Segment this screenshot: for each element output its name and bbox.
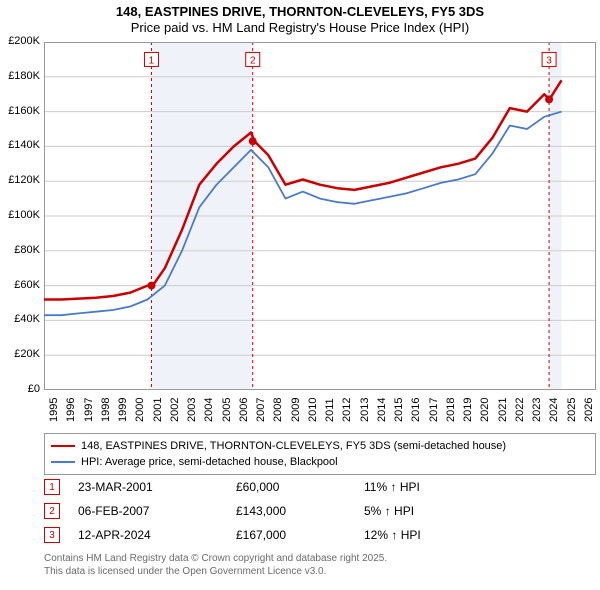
x-tick-label: 2008 — [272, 398, 284, 422]
legend-swatch — [51, 461, 75, 463]
svg-text:3: 3 — [546, 55, 552, 66]
x-tick-label: 2017 — [428, 398, 440, 422]
legend-item: HPI: Average price, semi-detached house,… — [51, 454, 589, 470]
attribution-text: Contains HM Land Registry data © Crown c… — [44, 552, 387, 578]
y-tick-label: £60K — [0, 279, 40, 291]
attribution-line: This data is licensed under the Open Gov… — [44, 565, 387, 578]
chart-title: 148, EASTPINES DRIVE, THORNTON-CLEVELEYS… — [0, 0, 600, 37]
title-line-1: 148, EASTPINES DRIVE, THORNTON-CLEVELEYS… — [0, 4, 600, 20]
txn-delta: 11% ↑ HPI — [364, 480, 484, 494]
txn-date: 12-APR-2024 — [78, 528, 218, 542]
x-tick-label: 2009 — [290, 398, 302, 422]
txn-price: £60,000 — [236, 480, 346, 494]
legend-item: 148, EASTPINES DRIVE, THORNTON-CLEVELEYS… — [51, 438, 589, 454]
x-tick-label: 2021 — [497, 398, 509, 422]
arrow-up-icon: ↑ — [385, 504, 391, 518]
x-tick-label: 2023 — [531, 398, 543, 422]
x-tick-label: 2024 — [548, 398, 560, 422]
x-tick-label: 2020 — [479, 398, 491, 422]
table-row: 3 12-APR-2024 £167,000 12% ↑ HPI — [44, 523, 596, 547]
y-tick-label: £180K — [0, 70, 40, 82]
legend: 148, EASTPINES DRIVE, THORNTON-CLEVELEYS… — [44, 433, 596, 475]
y-tick-label: £140K — [0, 139, 40, 151]
svg-text:1: 1 — [149, 55, 155, 66]
txn-badge: 1 — [44, 479, 60, 495]
x-tick-label: 2001 — [152, 398, 164, 422]
x-tick-label: 2022 — [514, 398, 526, 422]
svg-text:2: 2 — [250, 55, 256, 66]
x-tick-label: 2003 — [186, 398, 198, 422]
legend-label: HPI: Average price, semi-detached house,… — [81, 456, 338, 468]
x-tick-label: 2026 — [583, 398, 595, 422]
table-row: 1 23-MAR-2001 £60,000 11% ↑ HPI — [44, 475, 596, 499]
x-tick-label: 2002 — [169, 398, 181, 422]
line-chart-plot: 1 2 3 — [44, 42, 596, 390]
x-tick-label: 2018 — [445, 398, 457, 422]
x-tick-label: 1998 — [100, 398, 112, 422]
y-tick-label: £100K — [0, 209, 40, 221]
x-tick-label: 2014 — [376, 398, 388, 422]
y-tick-label: £20K — [0, 348, 40, 360]
x-tick-label: 2006 — [238, 398, 250, 422]
x-tick-label: 2012 — [341, 398, 353, 422]
legend-swatch — [51, 445, 75, 447]
y-tick-label: £80K — [0, 244, 40, 256]
txn-price: £167,000 — [236, 528, 346, 542]
x-tick-label: 2015 — [393, 398, 405, 422]
arrow-up-icon: ↑ — [390, 480, 396, 494]
y-tick-label: £0 — [0, 383, 40, 395]
x-tick-label: 2005 — [221, 398, 233, 422]
legend-label: 148, EASTPINES DRIVE, THORNTON-CLEVELEYS… — [81, 440, 506, 452]
table-row: 2 06-FEB-2007 £143,000 5% ↑ HPI — [44, 499, 596, 523]
y-tick-label: £160K — [0, 105, 40, 117]
x-tick-label: 1999 — [117, 398, 129, 422]
x-tick-label: 2016 — [410, 398, 422, 422]
x-tick-label: 2025 — [566, 398, 578, 422]
x-tick-label: 1997 — [83, 398, 95, 422]
x-tick-label: 2013 — [359, 398, 371, 422]
y-tick-label: £40K — [0, 313, 40, 325]
txn-price: £143,000 — [236, 504, 346, 518]
txn-date: 23-MAR-2001 — [78, 480, 218, 494]
y-tick-label: £120K — [0, 174, 40, 186]
txn-delta: 5% ↑ HPI — [364, 504, 484, 518]
x-tick-label: 2011 — [324, 398, 336, 422]
txn-delta: 12% ↑ HPI — [364, 528, 484, 542]
x-tick-label: 2019 — [462, 398, 474, 422]
attribution-line: Contains HM Land Registry data © Crown c… — [44, 552, 387, 565]
x-tick-label: 1996 — [65, 398, 77, 422]
y-tick-label: £200K — [0, 35, 40, 47]
x-tick-label: 2000 — [134, 398, 146, 422]
title-line-2: Price paid vs. HM Land Registry's House … — [0, 20, 600, 36]
x-tick-label: 2004 — [203, 398, 215, 422]
txn-date: 06-FEB-2007 — [78, 504, 218, 518]
arrow-up-icon: ↑ — [391, 528, 397, 542]
x-tick-label: 2010 — [307, 398, 319, 422]
x-tick-label: 2007 — [255, 398, 267, 422]
txn-badge: 2 — [44, 503, 60, 519]
x-tick-label: 1995 — [48, 398, 60, 422]
chart-container: 148, EASTPINES DRIVE, THORNTON-CLEVELEYS… — [0, 0, 600, 590]
transactions-table: 1 23-MAR-2001 £60,000 11% ↑ HPI 2 06-FEB… — [44, 475, 596, 547]
txn-badge: 3 — [44, 527, 60, 543]
